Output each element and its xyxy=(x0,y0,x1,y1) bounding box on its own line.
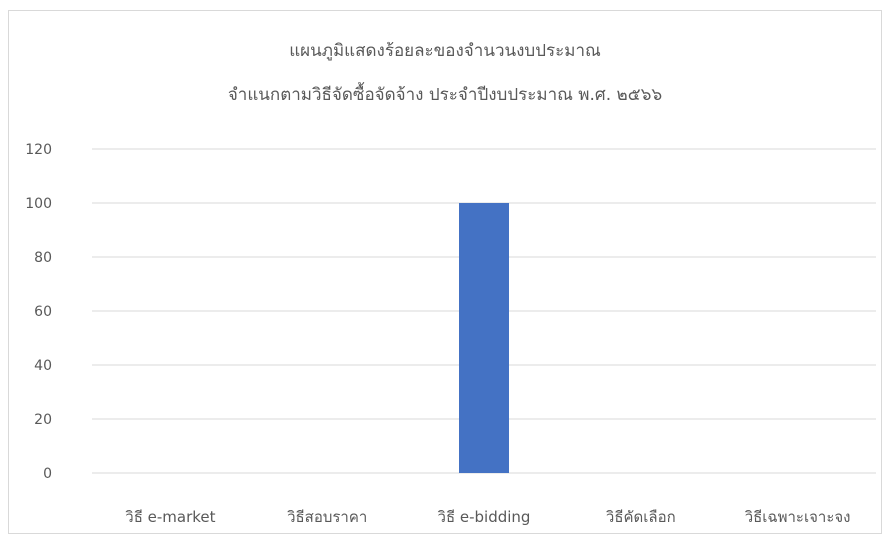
y-tick-label: 100 xyxy=(25,196,52,212)
y-tick-label: 80 xyxy=(34,250,52,266)
y-tick-label: 40 xyxy=(34,358,52,374)
x-category-label: วิธี e-bidding xyxy=(437,508,530,526)
x-category-label: วิธี e-market xyxy=(125,508,216,526)
x-category-label: วิธีเฉพาะเจาะจง xyxy=(744,508,850,526)
y-tick-label: 60 xyxy=(34,304,52,320)
x-category-label: วิธีสอบราคา xyxy=(287,508,368,526)
y-tick-label: 20 xyxy=(34,412,52,428)
y-tick-label: 0 xyxy=(43,466,52,482)
y-tick-label: 120 xyxy=(25,142,52,158)
x-category-label: วิธีคัดเลือก xyxy=(605,508,675,526)
bar xyxy=(459,203,509,473)
